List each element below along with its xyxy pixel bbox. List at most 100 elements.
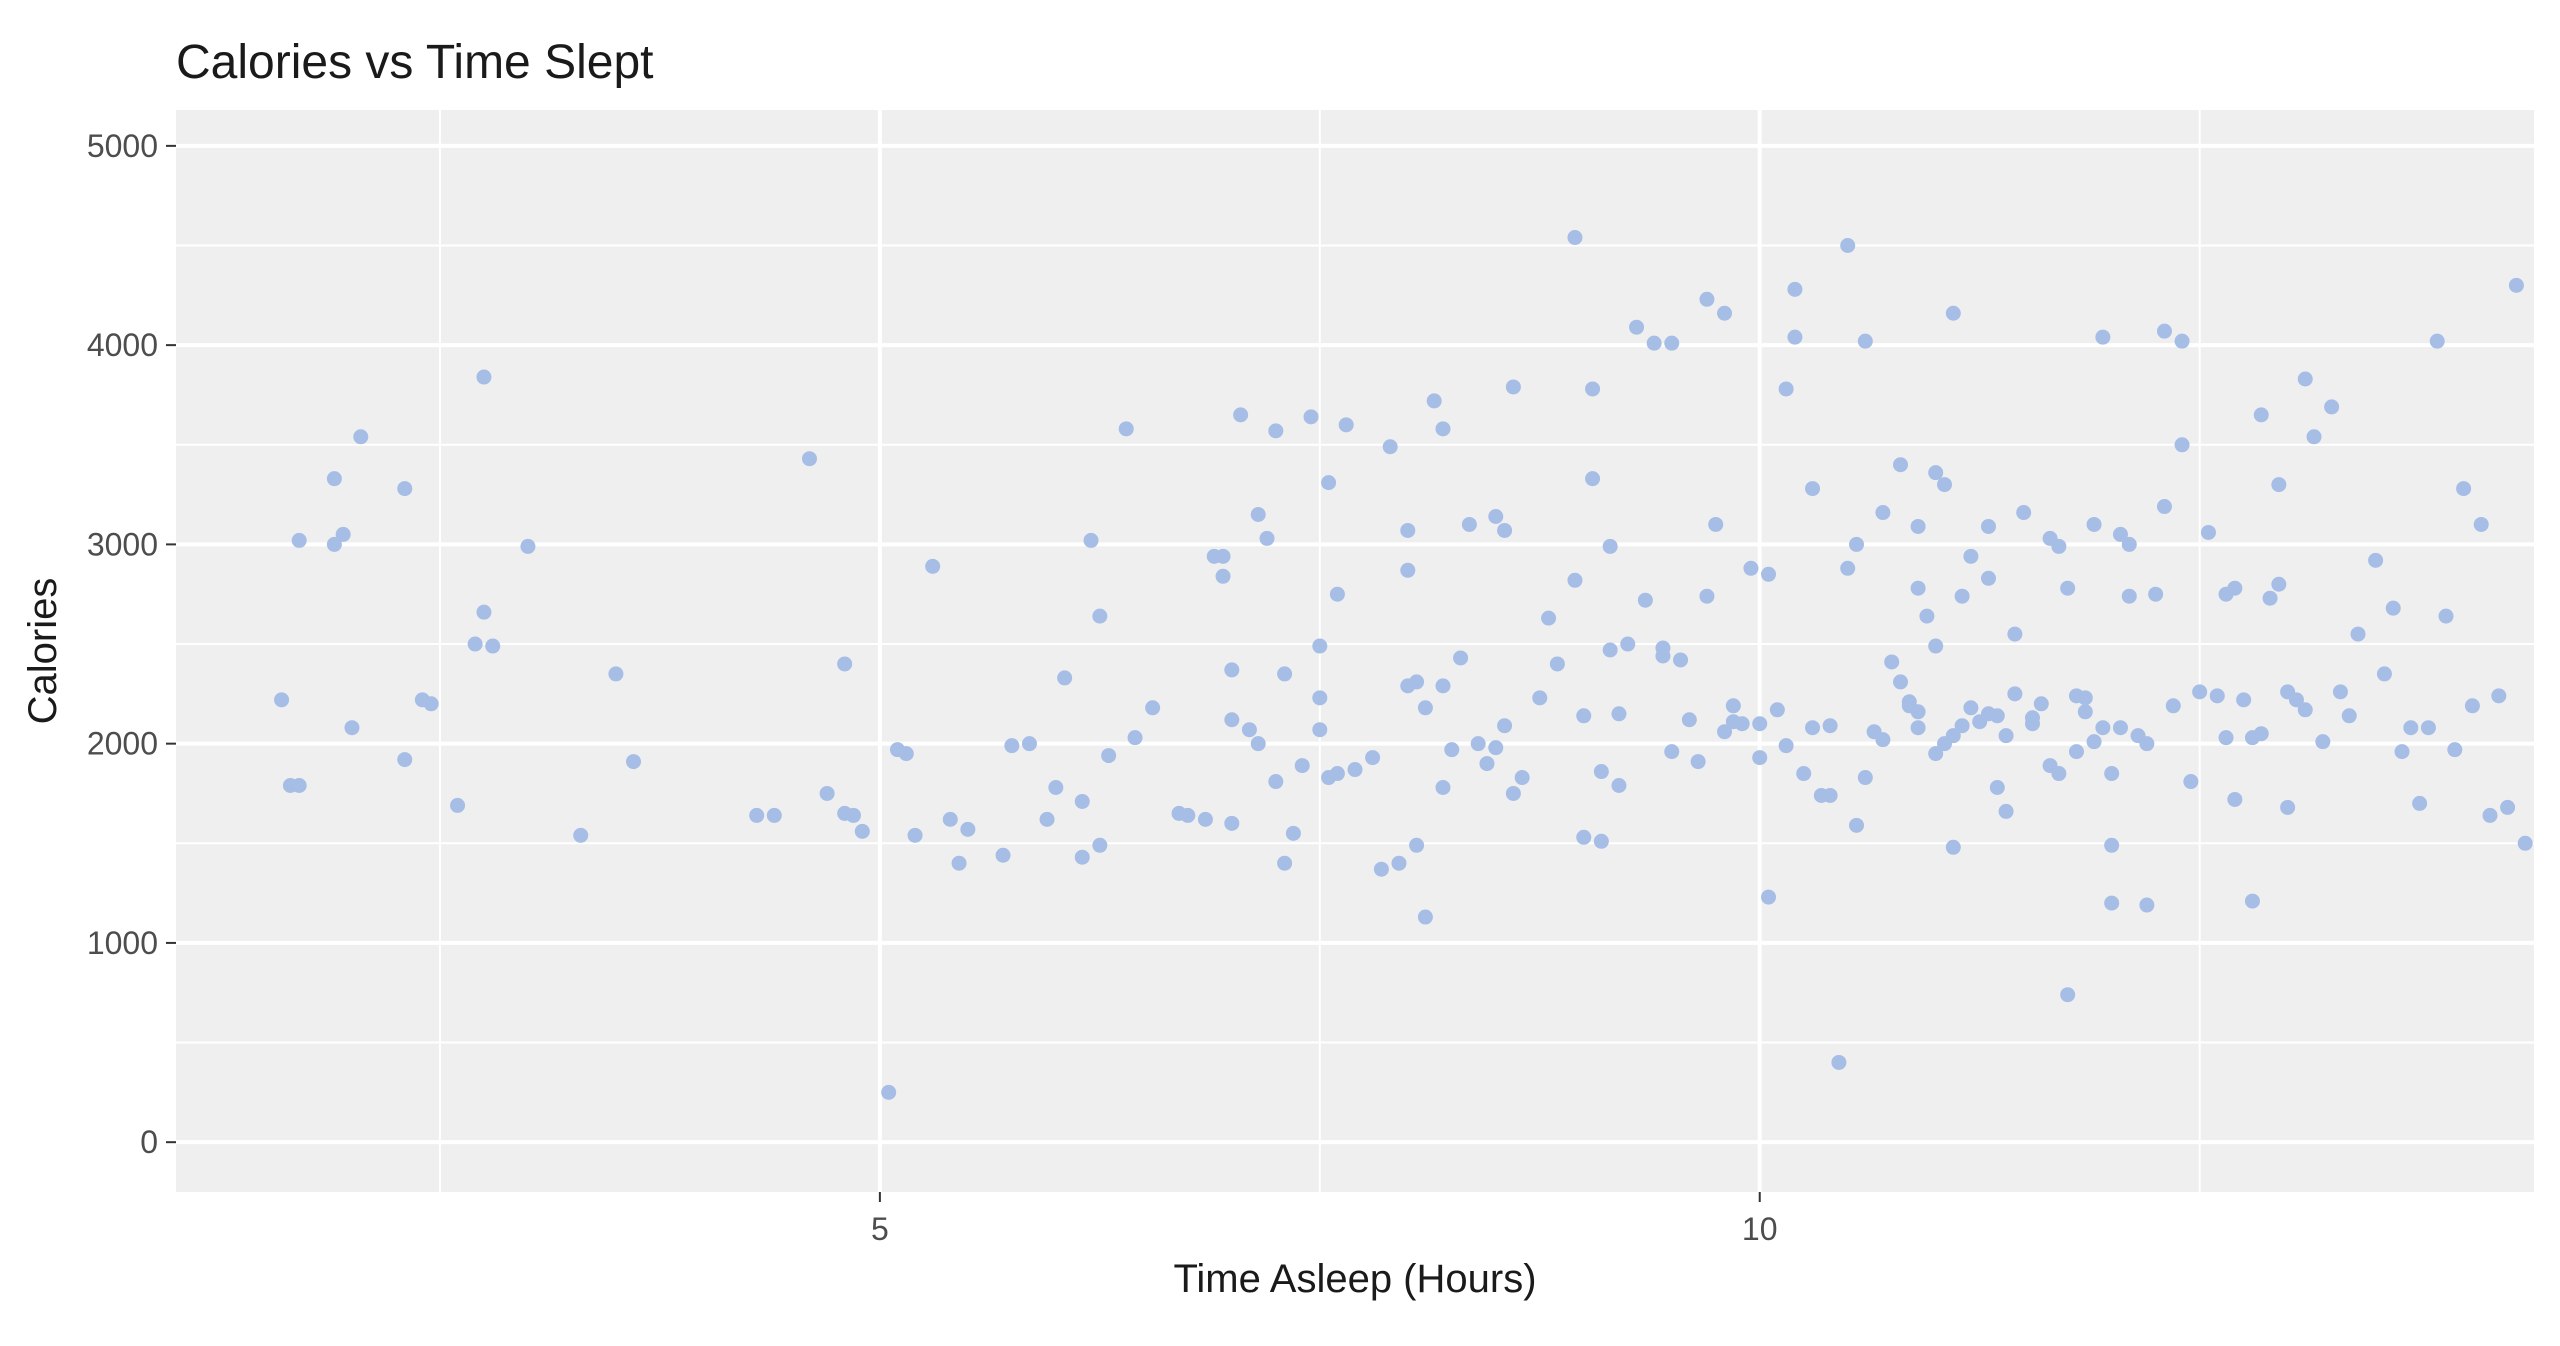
data-point — [2060, 580, 2076, 596]
data-point — [1576, 829, 1592, 845]
data-point — [1321, 475, 1337, 491]
data-point — [2412, 795, 2428, 811]
data-point — [1787, 281, 1803, 297]
data-point — [1453, 650, 1469, 666]
data-point — [2139, 897, 2155, 913]
data-point — [2086, 734, 2102, 750]
data-point — [1673, 652, 1689, 668]
data-point — [1312, 690, 1328, 706]
data-point — [274, 692, 290, 708]
data-point — [1497, 718, 1513, 734]
data-point — [1928, 746, 1944, 762]
data-point — [2324, 399, 2340, 415]
data-point — [1241, 722, 1257, 738]
data-point — [2183, 774, 2199, 790]
data-point — [2288, 692, 2304, 708]
data-point — [344, 720, 360, 736]
data-point — [335, 526, 351, 542]
y-tick-label: 4000 — [87, 327, 158, 363]
data-point — [2244, 893, 2260, 909]
data-point — [951, 855, 967, 871]
data-point — [2227, 580, 2243, 596]
data-point — [1039, 811, 1055, 827]
data-point — [1980, 518, 1996, 534]
data-point — [1365, 750, 1381, 766]
data-point — [1505, 379, 1521, 395]
data-point — [1822, 787, 1838, 803]
data-point — [1567, 230, 1583, 246]
data-point — [1928, 465, 1944, 481]
data-point — [2341, 708, 2357, 724]
data-point — [2016, 505, 2032, 521]
data-point — [1021, 736, 1037, 752]
data-point — [1585, 471, 1601, 487]
data-point — [1083, 532, 1099, 548]
data-point — [2297, 371, 2313, 387]
data-point — [1761, 889, 1777, 905]
data-point — [1215, 548, 1231, 564]
data-point — [2447, 742, 2463, 758]
data-point — [2104, 895, 2120, 911]
data-point — [1409, 837, 1425, 853]
data-point — [1928, 638, 1944, 654]
data-point — [1400, 562, 1416, 578]
data-point — [2033, 696, 2049, 712]
data-point — [1303, 409, 1319, 425]
data-point — [2420, 720, 2436, 736]
data-point — [626, 754, 642, 770]
data-point — [2077, 690, 2093, 706]
data-point — [2262, 590, 2278, 606]
data-point — [1602, 538, 1618, 554]
data-point — [1664, 335, 1680, 351]
data-point — [1101, 748, 1117, 764]
data-point — [1435, 421, 1451, 437]
data-point — [2464, 698, 2480, 714]
data-point — [1347, 762, 1363, 778]
data-point — [1277, 666, 1293, 682]
data-point — [2297, 702, 2313, 718]
data-point — [845, 807, 861, 823]
data-point — [326, 536, 342, 552]
data-point — [1893, 457, 1909, 473]
data-point — [2271, 576, 2287, 592]
data-point — [291, 778, 307, 794]
data-point — [1629, 319, 1645, 335]
data-point — [1277, 855, 1293, 871]
data-point — [1954, 588, 1970, 604]
data-point — [1919, 608, 1935, 624]
data-point — [2112, 526, 2128, 542]
data-point — [1268, 423, 1284, 439]
data-point — [2174, 437, 2190, 453]
data-point — [2148, 586, 2164, 602]
data-point — [2271, 477, 2287, 493]
data-point — [1893, 674, 1909, 690]
data-point — [2068, 744, 2084, 760]
data-point — [450, 797, 466, 813]
x-axis-title: Time Asleep (Hours) — [1173, 1257, 1536, 1301]
data-point — [1417, 909, 1433, 925]
data-point — [1488, 508, 1504, 524]
data-point — [2174, 333, 2190, 349]
data-point — [1585, 381, 1601, 397]
data-point — [1752, 750, 1768, 766]
data-point — [1312, 638, 1328, 654]
data-point — [353, 429, 369, 445]
data-point — [476, 604, 492, 620]
data-point — [573, 827, 589, 843]
data-point — [1338, 417, 1354, 433]
data-point — [1620, 636, 1636, 652]
data-point — [2332, 684, 2348, 700]
data-point — [1998, 728, 2014, 744]
y-tick-label: 0 — [140, 1124, 158, 1160]
y-axis-title: Calories — [21, 578, 65, 725]
data-point — [2051, 538, 2067, 554]
data-point — [898, 746, 914, 762]
data-point — [1743, 560, 1759, 576]
data-point — [1805, 481, 1821, 497]
data-point — [467, 636, 483, 652]
y-tick-label: 5000 — [87, 128, 158, 164]
data-point — [1681, 712, 1697, 728]
data-point — [1787, 329, 1803, 345]
data-point — [1998, 803, 2014, 819]
data-point — [2104, 837, 2120, 853]
